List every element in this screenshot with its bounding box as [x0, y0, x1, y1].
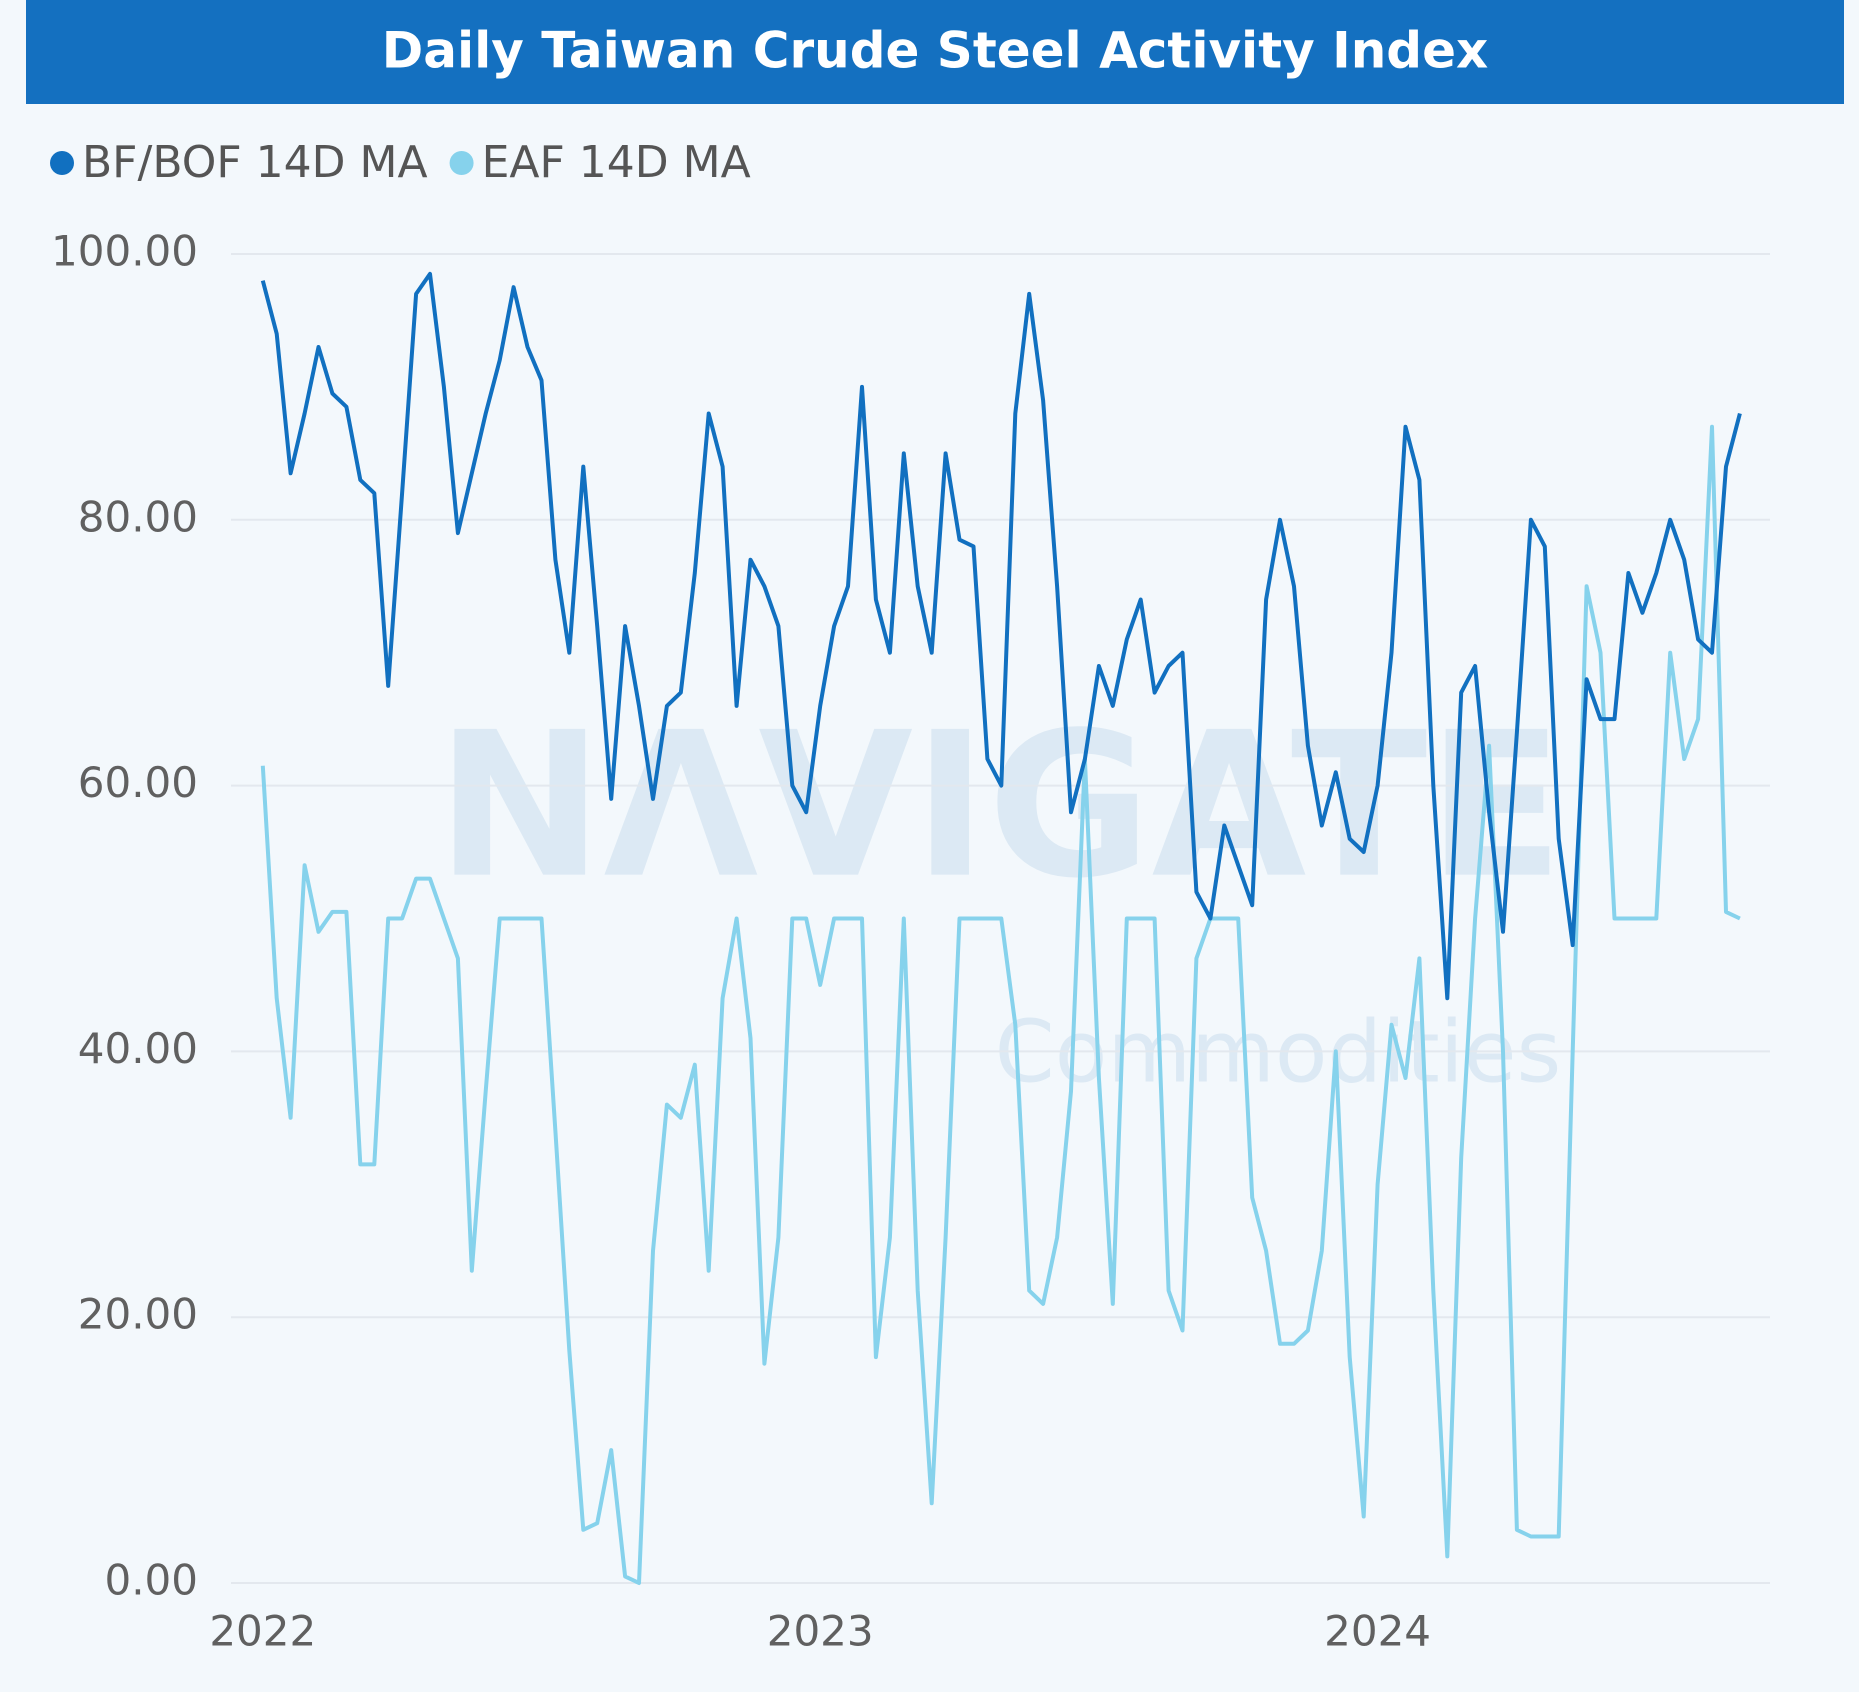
legend-marker: [50, 151, 74, 175]
title-bar: [26, 0, 1844, 104]
watermark: NΛVIGATE: [436, 690, 1564, 923]
watermark: Commodities: [995, 1002, 1562, 1102]
x-tick-label: 2022: [209, 1607, 316, 1656]
legend: BF/BOF 14D MA EAF 14D MA: [50, 137, 751, 188]
y-tick-label: 0.00: [104, 1556, 198, 1605]
y-tick-label: 100.00: [51, 227, 198, 276]
y-tick-label: 80.00: [78, 492, 198, 541]
y-tick-label: 60.00: [78, 758, 198, 807]
x-tick-label: 2024: [1324, 1607, 1431, 1656]
y-tick-label: 20.00: [78, 1290, 198, 1339]
y-tick-label: 40.00: [78, 1024, 198, 1073]
line-series: [260, 271, 1742, 1001]
legend-marker: [449, 151, 474, 175]
chart-title: Daily Taiwan Crude Steel Activity Index: [382, 22, 1489, 80]
legend-label: EAF 14D MA: [482, 137, 751, 188]
x-tick-label: 2023: [767, 1607, 874, 1656]
legend-label: BF/BOF 14D MA: [82, 137, 428, 188]
